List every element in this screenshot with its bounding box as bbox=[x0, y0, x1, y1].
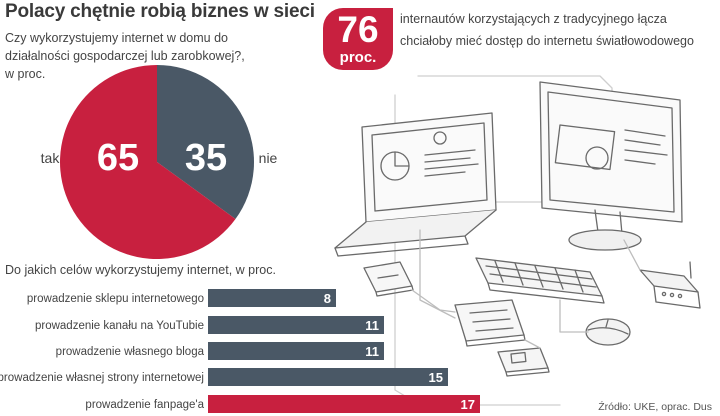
pie-chart: 65 35 tak nie bbox=[41, 65, 278, 259]
pie-label-nie: nie bbox=[259, 150, 278, 166]
bar-category-label: prowadzenie własnej strony internetowej bbox=[0, 372, 204, 384]
bar-category-label: prowadzenie sklepu internetowego bbox=[27, 293, 204, 305]
bar-category-label: prowadzenie własnego bloga bbox=[56, 346, 205, 358]
stat-value: 76 bbox=[337, 9, 379, 50]
bar-category-label: prowadzenie fanpage'a bbox=[85, 399, 204, 411]
bar-value-label: 11 bbox=[365, 344, 379, 359]
bar-value-label: 17 bbox=[461, 397, 475, 412]
page-title: Polacy chętnie robią biznes w sieci bbox=[5, 1, 315, 22]
bar-category-label: prowadzenie kanału na YouTubie bbox=[35, 320, 204, 332]
stat-description: internautów korzystających z tradycyjneg… bbox=[400, 12, 694, 48]
pie-question: Czy wykorzystujemy internet w domu do dz… bbox=[5, 31, 245, 81]
bar-2 bbox=[208, 316, 384, 334]
pie-slice-tak bbox=[59, 65, 236, 259]
pie-slice-nie bbox=[157, 65, 254, 220]
pie-value-tak: 65 bbox=[97, 137, 139, 179]
source-note: Źródło: UKE, oprac. Dus bbox=[598, 401, 712, 413]
bar-3 bbox=[208, 342, 384, 360]
bar-1 bbox=[208, 289, 336, 307]
bar-4 bbox=[208, 368, 448, 386]
bar-chart-title: Do jakich celów wykorzystujemy internet,… bbox=[5, 263, 276, 277]
pie-value-nie: 35 bbox=[185, 137, 227, 179]
bar-value-label: 8 bbox=[324, 291, 331, 306]
stat-badge: 76 proc. bbox=[323, 8, 393, 70]
bar-value-label: 15 bbox=[429, 370, 443, 385]
stat-unit: proc. bbox=[339, 49, 377, 66]
pie-label-tak: tak bbox=[41, 150, 61, 166]
bar-value-label: 11 bbox=[365, 318, 379, 333]
bar-5 bbox=[208, 395, 480, 413]
